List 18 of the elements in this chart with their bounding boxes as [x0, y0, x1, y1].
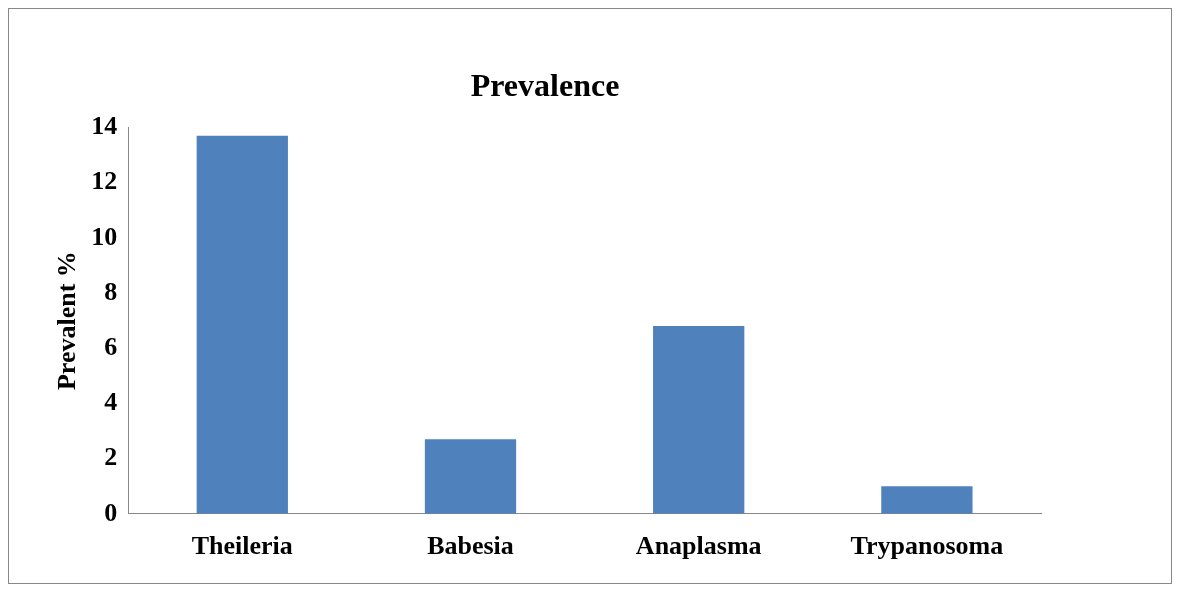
y-tick-label: 14: [91, 111, 118, 141]
x-tick-label: Anaplasma: [635, 531, 762, 561]
x-tick-label: Theileria: [191, 531, 293, 561]
x-tick-label: Babesia: [427, 531, 514, 561]
y-tick-label: 2: [104, 442, 118, 472]
x-tick-label: Trypanosoma: [850, 531, 1004, 561]
y-tick-label: 12: [91, 166, 118, 196]
bar: [196, 135, 288, 514]
y-tick-label: 6: [104, 331, 118, 361]
bar: [881, 486, 973, 514]
bar: [424, 439, 517, 514]
bar: [653, 326, 745, 514]
y-tick-label: 4: [104, 387, 118, 417]
y-tick-label: 10: [91, 221, 118, 251]
chart-title: Prevalence: [470, 67, 620, 104]
y-axis-title: Prevalent %: [52, 251, 82, 391]
y-tick-label: 0: [104, 497, 118, 527]
y-tick-label: 8: [104, 276, 118, 306]
